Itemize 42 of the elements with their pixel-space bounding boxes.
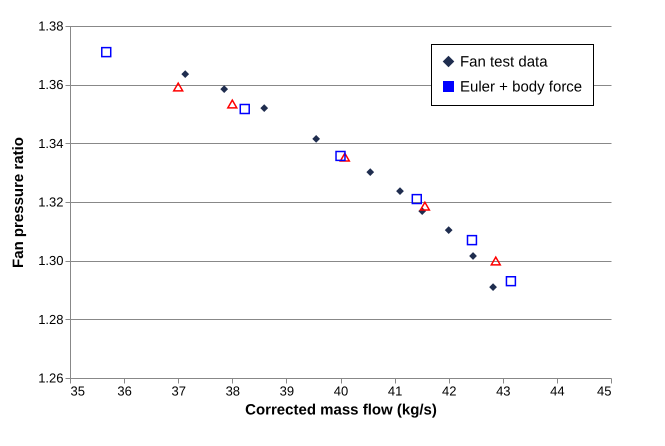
- x-tick-label: 39: [280, 384, 294, 398]
- y-tick-label: 1.32: [38, 194, 64, 210]
- point: [335, 150, 346, 162]
- point: [260, 104, 268, 112]
- legend-label: Euler + body force: [460, 78, 582, 96]
- point: [366, 168, 374, 176]
- x-tick-label: 35: [70, 384, 85, 398]
- y-tick-label: 1.28: [38, 312, 64, 327]
- point: [412, 194, 422, 204]
- point: [466, 234, 478, 246]
- y-axis-title: Fan pressure ratio: [10, 137, 28, 268]
- point: [506, 276, 516, 286]
- point: [340, 152, 350, 162]
- point: [396, 187, 404, 196]
- point: [489, 283, 497, 291]
- x-tick-label: 44: [550, 384, 565, 398]
- x-tick-label: 38: [226, 384, 240, 398]
- y-tick-label: 1.36: [38, 77, 64, 92]
- point: [240, 104, 250, 114]
- legend-label: Fan test data: [460, 54, 548, 70]
- y-tick-label: 1.26: [38, 370, 64, 386]
- y-tick-label: 1.34: [38, 136, 64, 151]
- x-tick-label: 43: [496, 384, 511, 398]
- x-tick-label: 41: [388, 384, 402, 398]
- point: [420, 201, 430, 211]
- x-tick-label: 37: [171, 384, 186, 398]
- x-tick-label: 42: [442, 384, 456, 398]
- point: [444, 226, 453, 234]
- point: [227, 99, 238, 109]
- point: [172, 82, 184, 92]
- point: [181, 70, 190, 78]
- point: [490, 256, 501, 266]
- y-tick-label: 1.38: [38, 18, 64, 34]
- x-axis-title: Corrected mass flow (kg/s): [245, 402, 437, 418]
- point: [101, 46, 112, 58]
- x-tick-label: 45: [597, 384, 612, 398]
- x-tick-label: 40: [334, 384, 348, 398]
- x-tick-label: 36: [117, 384, 132, 398]
- y-tick-label: 1.30: [38, 253, 64, 268]
- point: [312, 135, 320, 143]
- point: [469, 252, 477, 260]
- point: [220, 85, 228, 93]
